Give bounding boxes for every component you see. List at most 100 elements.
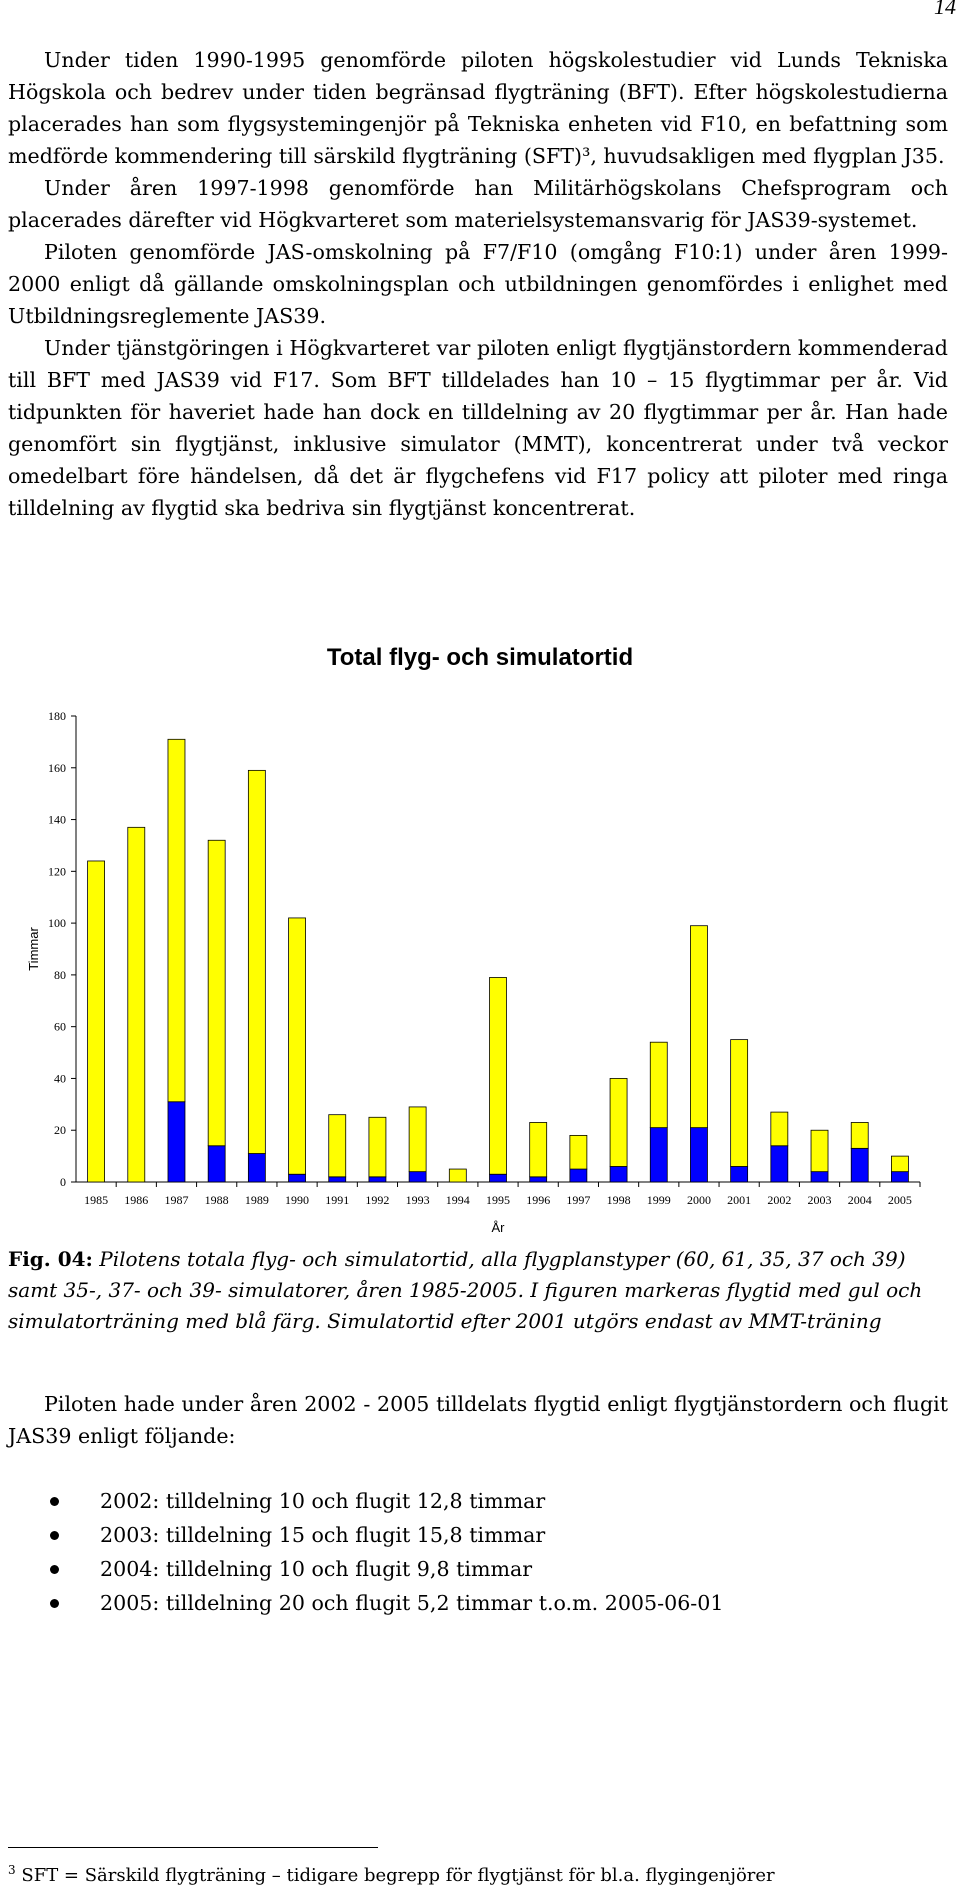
x-tick-label: 1985	[84, 1193, 108, 1207]
paragraph: Under åren 1997-1998 genomförde han Mili…	[8, 176, 948, 232]
bar-segment-simulator	[368, 1176, 387, 1183]
footnote-marker: 3	[8, 1863, 16, 1877]
x-tick-label: 1991	[325, 1193, 349, 1207]
list-item: 2002: tilldelning 10 och flugit 12,8 tim…	[46, 1484, 926, 1518]
figure-caption-text: Pilotens totala flyg- och simulatortid, …	[8, 1247, 923, 1333]
x-tick-label: 2000	[687, 1193, 711, 1207]
y-tick-label: 180	[48, 709, 66, 723]
bar-segment-flight	[529, 1122, 548, 1178]
bar-segment-simulator	[408, 1171, 427, 1183]
x-tick-label: 1992	[365, 1193, 389, 1207]
x-tick-label: 1999	[647, 1193, 671, 1207]
x-tick-label: 1996	[526, 1193, 550, 1207]
figure-label: Fig. 04:	[8, 1247, 93, 1271]
list-item-text: 2005: tilldelning 20 och flugit 5,2 timm…	[100, 1591, 724, 1615]
footnote-text: SFT = Särskild flygträning – tidigare be…	[21, 1865, 775, 1886]
chart-title: Total flyg- och simulatortid	[326, 644, 634, 671]
x-tick-label: 1997	[566, 1193, 590, 1207]
paragraph: Under tjänstgöringen i Högkvarteret var …	[8, 336, 948, 520]
bar-segment-flight	[167, 738, 186, 1103]
bar-segment-flight	[448, 1168, 467, 1183]
bar-segment-simulator	[288, 1173, 306, 1183]
bar-segment-flight	[87, 860, 105, 1183]
y-tick-label: 100	[48, 916, 66, 930]
list-item: 2003: tilldelning 15 och flugit 15,8 tim…	[46, 1518, 926, 1552]
y-tick-label: 160	[48, 761, 66, 775]
bullet-icon	[50, 1565, 59, 1574]
x-axis-title: År	[492, 1220, 506, 1235]
bar-segment-simulator	[247, 1153, 266, 1183]
bar-segment-flight	[328, 1114, 347, 1178]
x-tick-label: 1993	[406, 1193, 430, 1207]
x-tick-label: 2005	[888, 1193, 912, 1207]
bar-segment-simulator	[167, 1101, 186, 1183]
x-tick-label: 2003	[808, 1193, 832, 1207]
y-tick-label: 80	[54, 968, 66, 982]
x-tick-label: 1990	[285, 1193, 309, 1207]
y-tick-label: 20	[54, 1123, 66, 1137]
footnote-divider	[8, 1847, 378, 1848]
bar-segment-flight	[288, 917, 306, 1175]
bar-segment-flight	[207, 839, 226, 1147]
bar-segment-simulator	[649, 1127, 668, 1183]
y-tick-label: 0	[60, 1175, 66, 1189]
x-tick-label: 1989	[245, 1193, 269, 1207]
list-item-text: 2004: tilldelning 10 och flugit 9,8 timm…	[100, 1557, 533, 1581]
x-tick-label: 2001	[727, 1193, 751, 1207]
bar-segment-simulator	[730, 1166, 749, 1183]
bullet-icon	[50, 1497, 59, 1506]
bar-segment-flight	[730, 1039, 749, 1167]
bar-segment-flight	[247, 769, 266, 1154]
bar-segment-flight	[368, 1116, 387, 1178]
bar-chart: 0 20 40 60 80 100 120 140 160 180 1985 1986 1987 1988…	[26, 709, 921, 1235]
y-tick-label: 120	[48, 864, 66, 878]
list-item: 2005: tilldelning 20 och flugit 5,2 timm…	[46, 1586, 926, 1620]
list-item: 2004: tilldelning 10 och flugit 9,8 timm…	[46, 1552, 926, 1586]
x-tick-label: 1988	[205, 1193, 229, 1207]
page-number: 14	[934, 0, 956, 19]
bar-segment-flight	[649, 1041, 668, 1129]
body-text-lower: Piloten hade under åren 2002 - 2005 till…	[8, 1388, 948, 1452]
x-tick-label: 1987	[164, 1193, 188, 1207]
bar-segment-simulator	[569, 1168, 588, 1183]
paragraph: Under tiden 1990-1995 genomförde piloten…	[8, 48, 948, 168]
y-tick-label: 140	[48, 813, 66, 827]
bar-segment-simulator	[489, 1173, 507, 1183]
figure-caption: Fig. 04: Pilotens totala flyg- och simul…	[8, 1244, 948, 1337]
x-tick-label: 1994	[446, 1193, 470, 1207]
list-item-text: 2003: tilldelning 15 och flugit 15,8 tim…	[100, 1523, 546, 1547]
bar-segment-flight	[850, 1122, 869, 1149]
y-tick-label: 40	[54, 1071, 66, 1085]
bar-segment-flight	[569, 1134, 588, 1170]
footnote: 3 SFT = Särskild flygträning – tidigare …	[8, 1858, 775, 1888]
body-text: Under tiden 1990-1995 genomförde piloten…	[8, 44, 948, 524]
x-tick-label: 2002	[767, 1193, 791, 1207]
bar-segment-flight	[891, 1155, 909, 1173]
list-item-text: 2002: tilldelning 10 och flugit 12,8 tim…	[100, 1489, 546, 1513]
chart-labels: 0 20 40 60 80 100 120 140 160 180 1985 1986 1987 1988…	[26, 709, 912, 1235]
y-tick-label: 60	[54, 1020, 66, 1034]
bar-segment-flight	[810, 1129, 829, 1173]
bar-segment-simulator	[810, 1171, 829, 1183]
bar-segment-simulator	[850, 1147, 869, 1183]
bar-segment-flight	[127, 826, 146, 1183]
paragraph: Piloten genomförde JAS-omskolning på F7/…	[8, 240, 948, 328]
bar-segment-flight	[609, 1078, 628, 1167]
x-tick-label: 1995	[486, 1193, 510, 1207]
bar-segment-simulator	[207, 1145, 226, 1183]
bar-segment-flight	[408, 1106, 427, 1173]
x-tick-label: 2004	[848, 1193, 872, 1207]
bar-segment-simulator	[891, 1171, 909, 1183]
chart-bars	[87, 738, 909, 1183]
y-axis-title: Timmar	[26, 927, 41, 971]
allocation-list: 2002: tilldelning 10 och flugit 12,8 tim…	[46, 1484, 926, 1620]
bar-segment-simulator	[328, 1176, 347, 1183]
bar-segment-simulator	[609, 1166, 628, 1183]
bar-segment-flight	[489, 977, 507, 1175]
bullet-icon	[50, 1531, 59, 1540]
bar-segment-flight	[690, 925, 708, 1129]
bar-segment-flight	[770, 1111, 789, 1147]
x-tick-label: 1998	[607, 1193, 631, 1207]
bar-segment-simulator	[690, 1127, 708, 1183]
bar-segment-simulator	[770, 1145, 789, 1183]
